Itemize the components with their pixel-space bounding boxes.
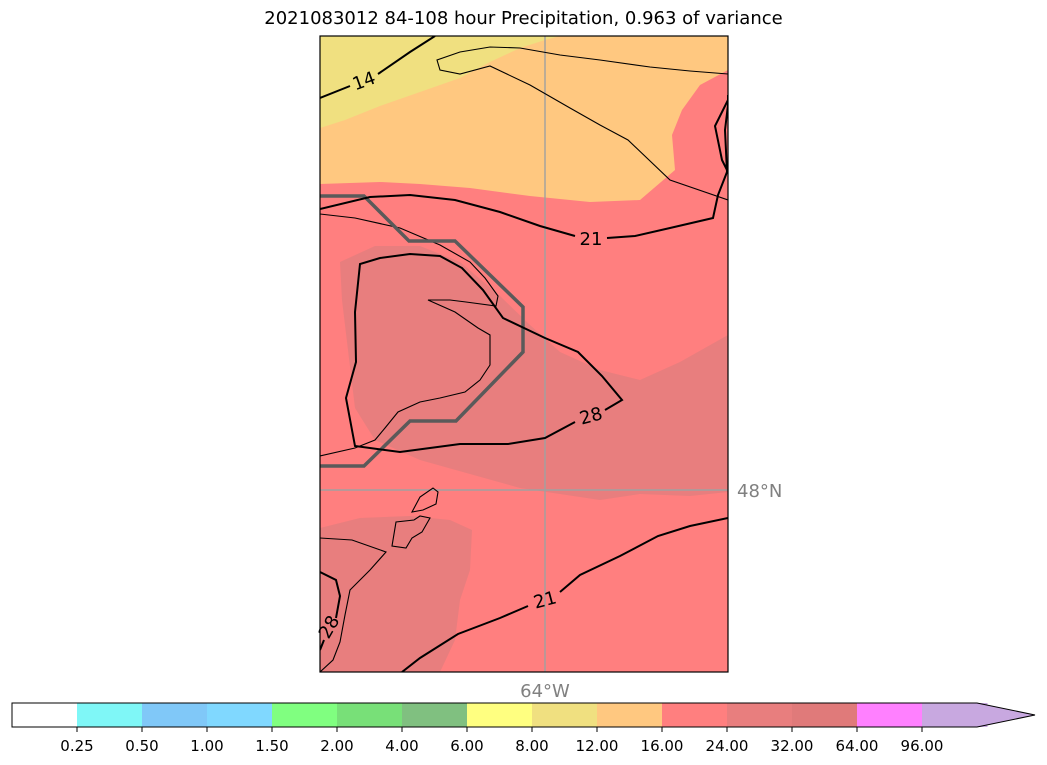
- colorbar-tick-label: 12.00: [575, 737, 619, 755]
- coastline: [410, 487, 439, 513]
- colorbar-swatch: [77, 703, 143, 727]
- coastline: [391, 515, 431, 549]
- contour-28-center: [344, 252, 624, 454]
- colorbar-swatch: [272, 703, 338, 727]
- precip-fill-layer: [320, 36, 728, 672]
- contour-14: [320, 36, 436, 99]
- colorbar-swatch: [662, 703, 728, 727]
- colorbar-extension: [922, 703, 1035, 727]
- latitude-label: 48°N: [737, 481, 782, 502]
- colorbar: [11, 702, 1036, 732]
- fill-band-24-32-southwest: [320, 516, 472, 672]
- colorbar-swatch: [337, 703, 403, 727]
- colorbar-tick-label: 4.00: [385, 737, 419, 755]
- colorbar-swatch: [142, 703, 208, 727]
- contour-label: 21: [580, 229, 603, 250]
- domain-boundary: [320, 194, 525, 468]
- colorbar-tick-label: 1.50: [255, 737, 289, 755]
- colorbar-tick-label: 32.00: [770, 737, 814, 755]
- colorbar-swatch: [402, 703, 468, 727]
- chart-title: 2021083012 84-108 hour Precipitation, 0.…: [264, 8, 783, 29]
- colorbar-tick-label: 0.50: [125, 737, 159, 755]
- colorbar-tick-label: 1.00: [190, 737, 224, 755]
- colorbar-swatch: [727, 703, 793, 727]
- colorbar-tick-label: 8.00: [515, 737, 549, 755]
- fill-band-24-32-center: [340, 246, 728, 500]
- colorbar-swatch: [532, 703, 598, 727]
- colorbar-swatch: [857, 703, 923, 727]
- colorbar-tick-label: 6.00: [450, 737, 484, 755]
- coastline: [436, 46, 728, 201]
- colorbar-swatch: [467, 703, 533, 727]
- colorbar-swatch: [207, 703, 273, 727]
- colorbar-swatch: [597, 703, 663, 727]
- contour-21-north: [320, 95, 728, 239]
- colorbar-swatch: [12, 703, 78, 727]
- colorbar-tick-label: 0.25: [60, 737, 94, 755]
- map-frame: [319, 35, 729, 673]
- colorbar-outline: [11, 702, 1036, 728]
- longitude-label: 64°W: [520, 681, 570, 702]
- colorbar-tick-label: 96.00: [900, 737, 944, 755]
- contour-28-southwest: [320, 571, 342, 651]
- colorbar-tick-label: 64.00: [835, 737, 879, 755]
- coastline: [320, 213, 499, 457]
- contour-21-south: [401, 517, 728, 672]
- colorbar-tick-label: 24.00: [705, 737, 749, 755]
- fill-band-8-12: [320, 36, 560, 128]
- colorbar-swatch: [792, 703, 858, 727]
- colorbar-tick-label: 16.00: [640, 737, 684, 755]
- coastline: [320, 537, 387, 672]
- colorbar-tick-label: 2.00: [320, 737, 354, 755]
